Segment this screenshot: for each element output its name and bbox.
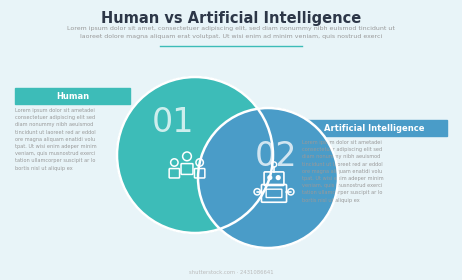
Text: 02: 02 xyxy=(255,139,298,172)
Text: Human: Human xyxy=(56,92,89,101)
FancyBboxPatch shape xyxy=(15,88,130,104)
Circle shape xyxy=(117,77,273,233)
Circle shape xyxy=(276,176,280,179)
Circle shape xyxy=(268,176,272,179)
Text: 01: 01 xyxy=(152,106,194,139)
Text: laoreet dolore magna aliquam erat volutpat. Ut wisi enim ad minim veniam, quis n: laoreet dolore magna aliquam erat volutp… xyxy=(80,34,382,39)
Text: Artificial Intelligence: Artificial Intelligence xyxy=(324,124,425,133)
Text: Human vs Artificial Intelligence: Human vs Artificial Intelligence xyxy=(101,11,361,26)
FancyBboxPatch shape xyxy=(302,120,447,136)
Text: Lorem ipsum dolor sit amet, consectetuer adipiscing elit, sed diam nonummy nibh : Lorem ipsum dolor sit amet, consectetuer… xyxy=(67,26,395,31)
Text: shutterstock.com · 2431086641: shutterstock.com · 2431086641 xyxy=(188,270,274,275)
Text: Lorem ipsum dolor sit ametadei
consectetuer adipiscing elit sed
diam nonummy nib: Lorem ipsum dolor sit ametadei consectet… xyxy=(15,108,97,171)
Circle shape xyxy=(198,108,338,248)
Text: Lorem ipsum dolor sit ametadei
consectetuer adipiscing elit sed
diam nonummy nib: Lorem ipsum dolor sit ametadei consectet… xyxy=(302,140,383,203)
